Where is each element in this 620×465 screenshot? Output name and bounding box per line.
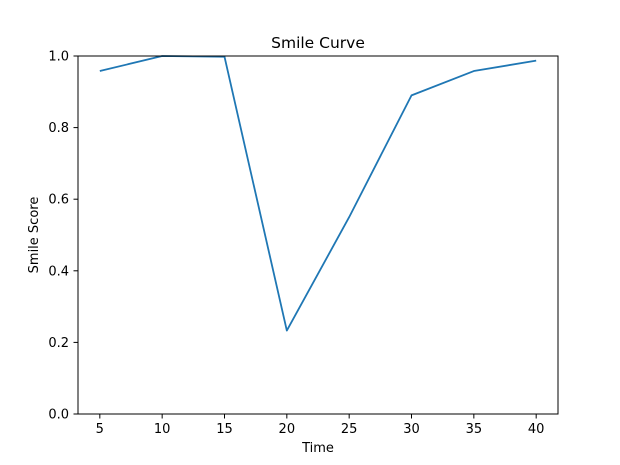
- x-tick-label: 10: [154, 422, 171, 437]
- y-tick-label: 0.4: [48, 264, 69, 279]
- x-tick-label: 5: [96, 422, 104, 437]
- y-tick-label: 0.0: [48, 408, 69, 423]
- x-tick-label: 20: [279, 422, 296, 437]
- x-axis-label: Time: [301, 441, 334, 456]
- x-tick-label: 40: [528, 422, 545, 437]
- y-tick-label: 0.2: [48, 336, 69, 351]
- x-tick-label: 15: [216, 422, 233, 437]
- y-axis-label: Smile Score: [27, 197, 42, 274]
- y-axis: 0.0 0.2 0.4 0.6 0.8 1.0: [48, 50, 78, 423]
- y-tick-label: 1.0: [48, 50, 69, 65]
- x-tick-label: 35: [466, 422, 483, 437]
- y-tick-label: 0.6: [48, 193, 69, 208]
- x-tick-label: 30: [403, 422, 420, 437]
- y-tick-label: 0.8: [48, 121, 69, 136]
- plot-frame: [77, 55, 559, 415]
- chart-title: Smile Curve: [271, 34, 365, 52]
- x-axis: 5 10 15 20 25 30 35 40: [96, 414, 545, 437]
- x-tick-label: 25: [341, 422, 358, 437]
